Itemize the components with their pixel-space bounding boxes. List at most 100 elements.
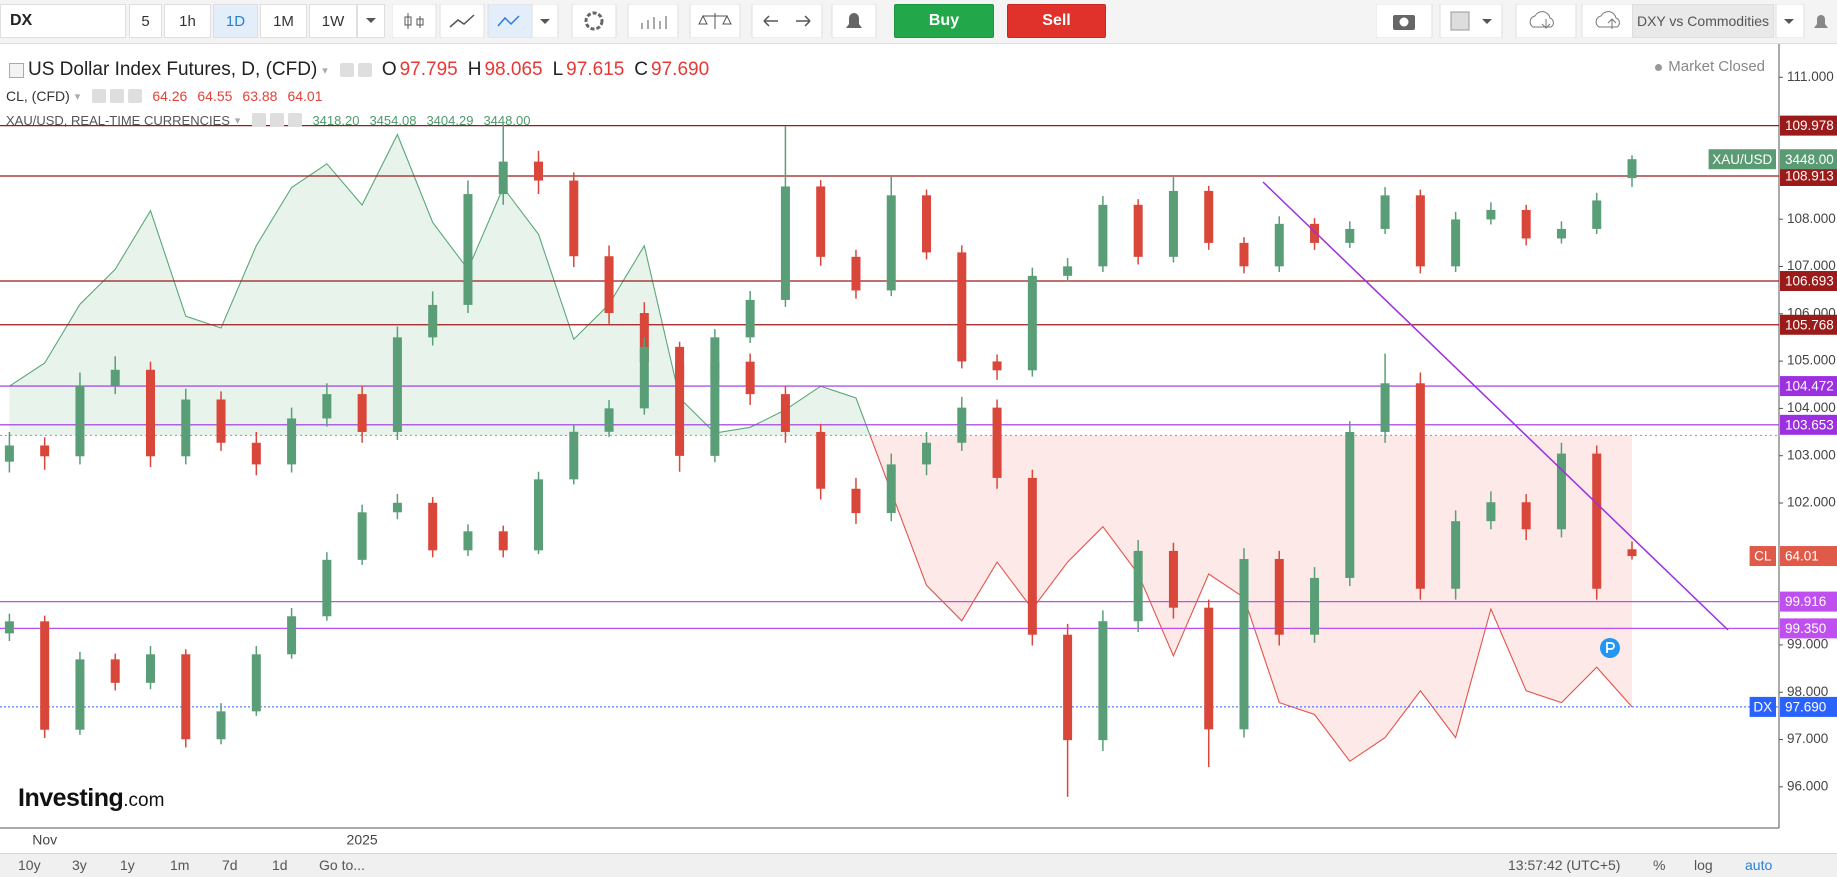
interval-button[interactable]: 1h bbox=[164, 4, 211, 38]
range-button[interactable]: 3y bbox=[72, 857, 87, 873]
legend-icon[interactable] bbox=[339, 63, 354, 77]
interval-button[interactable]: 1W bbox=[309, 4, 357, 38]
legend-icon[interactable] bbox=[92, 89, 107, 103]
ohlc-value: 63.88 bbox=[242, 88, 278, 104]
scale-option[interactable]: % bbox=[1653, 857, 1666, 873]
scale-option[interactable]: log bbox=[1694, 857, 1713, 873]
candle-body bbox=[534, 479, 544, 551]
last-price-bg bbox=[1780, 696, 1837, 717]
legend-icon[interactable] bbox=[252, 113, 267, 127]
ohlc-value: 3454.08 bbox=[369, 112, 417, 128]
ohlc-value: 3448.00 bbox=[483, 112, 531, 128]
legend-icon[interactable] bbox=[128, 89, 143, 103]
x-tick-label: 2025 bbox=[347, 832, 378, 848]
candle-body bbox=[1063, 634, 1073, 741]
candle-body bbox=[886, 464, 896, 514]
candle-body bbox=[1310, 223, 1320, 243]
level-label-bg bbox=[1780, 271, 1837, 292]
legend-icon[interactable] bbox=[288, 113, 303, 127]
candle-body bbox=[1274, 559, 1284, 635]
buy-button[interactable]: Buy bbox=[894, 4, 994, 38]
candle-body bbox=[287, 418, 297, 465]
candle-body bbox=[816, 431, 826, 489]
candle-body bbox=[675, 346, 685, 456]
legend-icon[interactable] bbox=[110, 89, 125, 103]
y-tick-label: 107.000 bbox=[1787, 258, 1836, 273]
candle-body bbox=[1098, 204, 1108, 267]
candle-body bbox=[463, 531, 473, 551]
candle-body bbox=[745, 361, 755, 395]
candle-body bbox=[1027, 477, 1037, 635]
interval-button[interactable]: 1M bbox=[260, 4, 307, 38]
interval-button[interactable]: 5 bbox=[129, 4, 162, 38]
goto-button[interactable]: Go to... bbox=[319, 857, 365, 873]
range-button[interactable]: 1d bbox=[272, 857, 288, 873]
level-label: 105.768 bbox=[1785, 317, 1834, 332]
candle-body bbox=[322, 394, 332, 419]
ohlc-label: H bbox=[467, 59, 482, 80]
legend-icon[interactable] bbox=[357, 63, 372, 77]
candle-body bbox=[1239, 559, 1249, 730]
y-tick-label: 97.000 bbox=[1787, 731, 1828, 746]
range-button[interactable]: 1y bbox=[120, 857, 135, 873]
candle-body bbox=[957, 407, 967, 443]
interval-button[interactable]: 1D bbox=[213, 4, 258, 38]
candle-body bbox=[851, 256, 861, 291]
y-tick-label: 102.000 bbox=[1787, 495, 1836, 510]
series-badge-name: XAU/USD bbox=[1712, 152, 1772, 167]
level-label: 103.653 bbox=[1785, 417, 1834, 432]
last-price-label: 97.690 bbox=[1785, 699, 1826, 714]
candle-body bbox=[780, 394, 790, 432]
level-label-bg bbox=[1780, 376, 1837, 397]
candle-body bbox=[4, 445, 14, 462]
ohlc-value: 97.615 bbox=[566, 59, 625, 80]
range-button[interactable]: 7d bbox=[222, 857, 238, 873]
legend-row: US Dollar Index Futures, D, (CFD) ▾ O 97.79… bbox=[6, 56, 719, 84]
candle-body bbox=[1380, 195, 1390, 229]
candle-body bbox=[75, 386, 85, 457]
range-button[interactable]: 1m bbox=[170, 857, 190, 873]
toolbar: DX 5 1h 1D 1M 1W Buy Sell DXY vs Commodities bbox=[0, 0, 1837, 44]
interval-dropdown[interactable] bbox=[357, 4, 385, 38]
ohlc-label: C bbox=[634, 59, 649, 80]
layout-name[interactable]: DXY vs Commodities bbox=[1632, 4, 1774, 38]
scale-option[interactable]: auto bbox=[1745, 857, 1773, 873]
candle-body bbox=[1451, 521, 1461, 589]
series-badge-bg bbox=[1708, 149, 1776, 170]
legend-name: CL, (CFD) bbox=[6, 88, 70, 104]
range-button[interactable]: 10y bbox=[18, 857, 41, 873]
y-tick-label: 108.000 bbox=[1787, 211, 1836, 226]
y-tick-label: 104.000 bbox=[1787, 400, 1836, 415]
candle-body bbox=[428, 502, 438, 551]
candle-body bbox=[1521, 502, 1531, 530]
candle-body bbox=[992, 361, 1002, 371]
level-label: 106.693 bbox=[1785, 274, 1834, 289]
legend-icon[interactable] bbox=[270, 113, 285, 127]
p-marker[interactable] bbox=[1600, 638, 1620, 658]
candle-body bbox=[1486, 502, 1496, 522]
candle-body bbox=[498, 161, 508, 195]
candle-body bbox=[816, 186, 826, 257]
candle-body bbox=[534, 161, 544, 181]
bottom-bar: 10y 3y 1y 1m 7d 1d Go to... 13:57:42 (UTC+5)% lo… bbox=[0, 853, 1837, 877]
sell-button[interactable]: Sell bbox=[1007, 4, 1106, 38]
candle-body bbox=[40, 445, 50, 457]
level-label-bg bbox=[1780, 115, 1837, 136]
level-label: 99.916 bbox=[1785, 594, 1826, 609]
candle-body bbox=[428, 304, 438, 338]
ohlc-label: L bbox=[552, 59, 564, 80]
symbol-input[interactable]: DX bbox=[0, 4, 126, 38]
last-price-label: 64.01 bbox=[1785, 549, 1819, 564]
candle-body bbox=[145, 369, 155, 457]
candle-body bbox=[4, 621, 14, 634]
candle-body bbox=[287, 616, 297, 655]
y-tick-label: 103.000 bbox=[1787, 447, 1836, 462]
candle-body bbox=[1310, 577, 1320, 635]
candle-body bbox=[780, 186, 790, 300]
candle-body bbox=[498, 531, 508, 551]
caret bbox=[366, 18, 376, 23]
candle-body bbox=[1063, 266, 1073, 276]
collapse-box[interactable] bbox=[9, 62, 24, 78]
market-status: Market Closed bbox=[1655, 58, 1765, 75]
toolbar-right-icons bbox=[1376, 4, 1828, 38]
